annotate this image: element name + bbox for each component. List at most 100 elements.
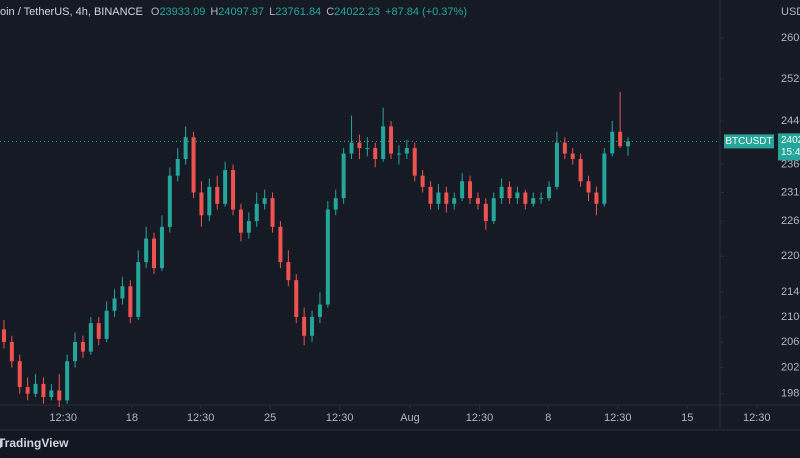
- brand-logo: [0, 439, 2, 449]
- candle-body: [483, 203, 488, 222]
- y-tick-label: 22600.00: [781, 215, 800, 227]
- candle-body: [25, 387, 30, 394]
- candle-body: [523, 192, 528, 204]
- candle-body: [531, 198, 536, 204]
- candle-body: [317, 304, 322, 317]
- x-tick-label: 12:30: [326, 412, 354, 424]
- x-tick-label: 25: [264, 412, 276, 424]
- footer: [0, 430, 800, 458]
- candle-body: [626, 141, 631, 147]
- y-tick-label: 19800.00: [781, 388, 800, 400]
- ohlc-letter: L: [269, 6, 275, 18]
- plot: [1, 91, 631, 407]
- candle-body: [381, 126, 386, 160]
- candle-body: [310, 316, 315, 336]
- candle-body: [57, 390, 62, 401]
- candle-body: [436, 192, 441, 204]
- countdown: 15:4: [781, 147, 800, 158]
- y-tick-label: 22000.00: [781, 250, 800, 262]
- y-tick-label: 25200.00: [781, 73, 800, 85]
- candle-body: [539, 198, 544, 200]
- x-tick-label: 12:30: [604, 412, 632, 424]
- candle-body: [515, 192, 520, 199]
- candle-body: [152, 238, 157, 269]
- candle-body: [223, 170, 228, 204]
- brand: TradingView: [0, 436, 69, 450]
- x-tick-label: Aug: [400, 412, 420, 424]
- candle-body: [191, 137, 196, 193]
- symbol-badge: [724, 134, 774, 149]
- candle-body: [389, 126, 394, 154]
- candle-body: [333, 198, 338, 210]
- candle-body: [41, 383, 46, 398]
- candle-body: [610, 131, 615, 154]
- candle-body: [270, 198, 275, 227]
- candle-body: [96, 323, 101, 339]
- candle-body: [199, 192, 204, 216]
- candle-body: [215, 186, 220, 204]
- candle-body: [341, 153, 346, 199]
- candle-body: [428, 186, 433, 204]
- candle-body: [507, 186, 512, 199]
- candle-body: [602, 153, 607, 204]
- candle-body: [65, 361, 70, 401]
- candle-body: [586, 181, 591, 193]
- candle-body: [175, 159, 180, 176]
- candle-body: [167, 175, 172, 227]
- candle-body: [120, 286, 125, 299]
- candle-body: [475, 198, 480, 204]
- y-tick-label: 23600.00: [781, 158, 800, 170]
- candle-body: [570, 153, 575, 160]
- candle-body: [404, 148, 409, 154]
- candle-body: [420, 175, 425, 187]
- y-tick-label: 26000.00: [781, 32, 800, 44]
- candle-body: [286, 262, 291, 281]
- candle-body: [246, 221, 251, 233]
- ohlc-value: 24022.23: [334, 6, 380, 18]
- candle-body: [183, 137, 188, 160]
- candle-body: [88, 323, 93, 352]
- y-tick-label: 23100.00: [781, 186, 800, 198]
- ohlc-value: 24097.97: [218, 6, 264, 18]
- ohlc-letter: O: [151, 6, 160, 18]
- candle-body: [452, 198, 457, 204]
- header: oin / TetherUS, 4h, BINANCE O23933.09 H240…: [0, 6, 467, 18]
- candle-body: [278, 226, 283, 263]
- ohlc-letter: H: [210, 6, 218, 18]
- candle-body: [594, 192, 599, 204]
- candle-body: [460, 181, 465, 199]
- x-tick-label: 8: [545, 412, 551, 424]
- candle-body: [262, 198, 267, 204]
- ohlc-value: 23933.09: [159, 6, 205, 18]
- x-tick-label: 12:30: [743, 412, 771, 424]
- y-tick-label: 20200.00: [781, 362, 800, 374]
- y-tick-label: 21000.00: [781, 311, 800, 323]
- candle-body: [238, 209, 243, 233]
- y-tick-label: 21400.00: [781, 286, 800, 298]
- candle-body: [562, 142, 567, 154]
- header-line: oin / TetherUS, 4h, BINANCE O23933.09 H240…: [0, 6, 467, 18]
- currency: USDT: [781, 6, 800, 18]
- candle-body: [104, 310, 109, 339]
- candle-body: [618, 131, 623, 147]
- candle-body: [578, 159, 583, 182]
- candle-body: [1, 329, 6, 343]
- candle-body: [554, 142, 559, 187]
- candle-body: [373, 148, 378, 160]
- candle-body: [294, 280, 299, 317]
- candle-body: [17, 361, 22, 388]
- x-tick-label: 12:30: [466, 412, 494, 424]
- candle-body: [547, 186, 552, 199]
- y-tick-label: 24400.00: [781, 115, 800, 127]
- ohlc-value: 23761.84: [275, 6, 321, 18]
- ohlc-letter: C: [326, 6, 334, 18]
- candle-body: [80, 342, 85, 352]
- candle-body: [112, 298, 117, 311]
- candle-body: [254, 203, 259, 222]
- candle-body: [49, 390, 54, 398]
- x-tick-label: 12:30: [49, 412, 77, 424]
- candle-body: [499, 186, 504, 199]
- candle-body: [33, 383, 38, 394]
